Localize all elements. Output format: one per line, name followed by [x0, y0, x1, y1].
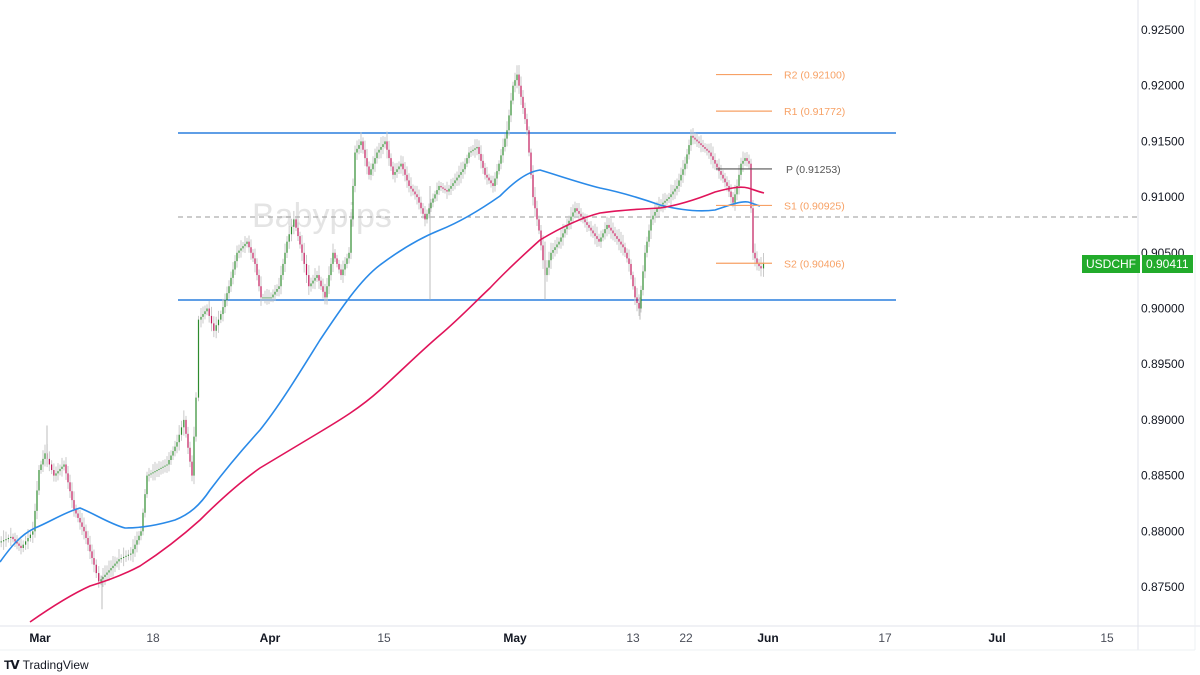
- time-tick-label: 13: [626, 631, 640, 645]
- tradingview-brand[interactable]: T𝗩 TradingView: [4, 658, 89, 672]
- time-tick-label: 15: [377, 631, 391, 645]
- price-tick-label: 0.90000: [1141, 302, 1185, 316]
- price-tick-label: 0.88500: [1141, 469, 1185, 483]
- time-tick-label: 22: [679, 631, 693, 645]
- price-tick-label: 0.88000: [1141, 524, 1185, 538]
- pivot-levels: R2 (0.92100) R1 (0.91772) P (0.91253) S1 (0…: [716, 70, 845, 270]
- pivot-label: P (0.91253): [786, 164, 841, 176]
- time-tick-label: Apr: [260, 631, 281, 645]
- price-tick-label: 0.92000: [1141, 79, 1185, 93]
- time-tick-label: Jun: [757, 631, 778, 645]
- time-tick-label: May: [503, 631, 527, 645]
- time-tick-label: 18: [146, 631, 160, 645]
- time-tick-label: Jul: [988, 631, 1005, 645]
- price-tick-label: 0.91500: [1141, 134, 1185, 148]
- last-price-badge: USDCHF 0.90411: [1082, 255, 1193, 273]
- price-tick-label: 0.87500: [1141, 580, 1185, 594]
- pivot-label: R1 (0.91772): [784, 106, 845, 118]
- brand-name: TradingView: [22, 658, 89, 672]
- watermark: Babypips: [252, 197, 392, 235]
- price-tick-label: 0.92500: [1141, 23, 1185, 37]
- ma-200-line[interactable]: [29, 186, 765, 623]
- pivot-label: S1 (0.90925): [784, 200, 845, 212]
- time-tick-label: 17: [878, 631, 892, 645]
- price-tick-label: 0.89000: [1141, 413, 1185, 427]
- time-axis[interactable]: Mar 18 Apr 15 May 13 22 Jun 17 Jul 15: [29, 631, 1114, 645]
- pivot-label: S2 (0.90406): [784, 258, 845, 270]
- time-tick-label: Mar: [29, 631, 51, 645]
- candlestick-series: [0, 65, 765, 610]
- price-tick-label: 0.91000: [1141, 190, 1185, 204]
- time-tick-label: 15: [1100, 631, 1114, 645]
- price-axis[interactable]: 0.925000.920000.915000.910000.905000.900…: [1141, 23, 1185, 594]
- last-price-value: 0.90411: [1142, 255, 1193, 273]
- pivot-label: R2 (0.92100): [784, 70, 845, 82]
- tradingview-logo-icon: T𝗩: [4, 658, 20, 672]
- symbol-label: USDCHF: [1082, 255, 1140, 273]
- price-tick-label: 0.89500: [1141, 357, 1185, 371]
